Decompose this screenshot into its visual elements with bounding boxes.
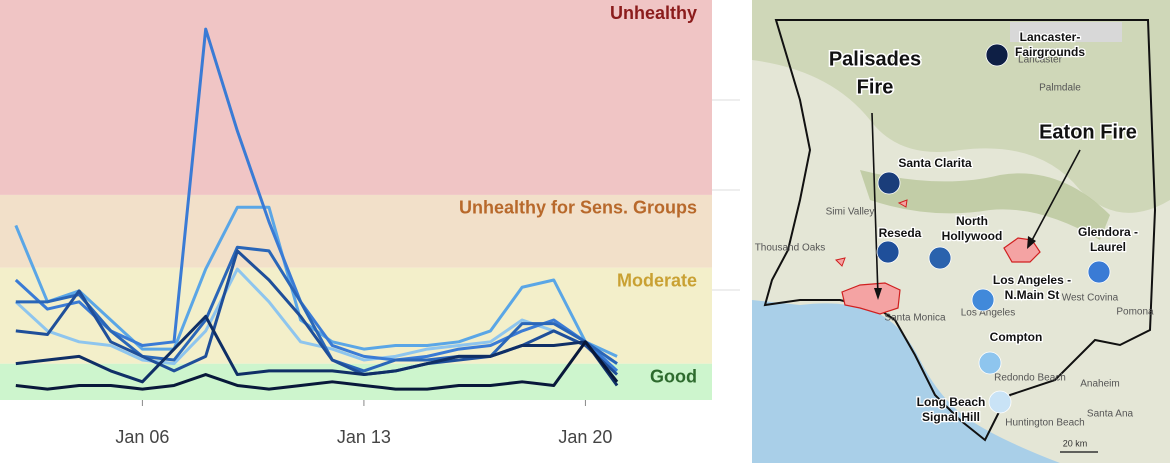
station-marker bbox=[877, 171, 901, 195]
station-label: Fairgrounds bbox=[1015, 45, 1085, 59]
station-marker bbox=[978, 351, 1002, 375]
fire-label: Eaton Fire bbox=[1039, 121, 1137, 143]
station-label: N.Main St bbox=[1005, 288, 1060, 302]
station-marker bbox=[985, 43, 1009, 67]
place-label: Redondo Beach bbox=[994, 373, 1066, 384]
series-line bbox=[15, 314, 619, 387]
fire-pointer bbox=[1029, 149, 1081, 245]
band-label: Good bbox=[650, 366, 697, 386]
place-label: Los Angeles bbox=[961, 308, 1016, 319]
chart: Good Moderate Unhealthy for Sens. Groups Un… bbox=[0, 0, 740, 447]
station-label: Reseda bbox=[879, 226, 922, 240]
fire-area bbox=[835, 199, 908, 267]
x-tick-label: Jan 20 bbox=[558, 427, 612, 447]
station-label: Compton bbox=[990, 330, 1043, 344]
series-line bbox=[15, 340, 619, 391]
x-tick-label: Jan 13 bbox=[337, 427, 391, 447]
ocean bbox=[752, 300, 1060, 463]
aqi-band bbox=[0, 0, 712, 195]
station-label: Laurel bbox=[1090, 240, 1126, 254]
station-marker bbox=[971, 288, 995, 312]
map-inset bbox=[1010, 22, 1122, 42]
place-label: Lancaster bbox=[1018, 55, 1063, 66]
mountains bbox=[752, 0, 1170, 213]
aqi-band bbox=[0, 194, 712, 268]
map: Lancaster Palmdale Simi Valley Thousand Oak… bbox=[752, 0, 1170, 463]
place-label: Santa Ana bbox=[1087, 409, 1134, 420]
series-line bbox=[14, 267, 618, 366]
station-label: Santa Clarita bbox=[898, 156, 972, 170]
palisades-fire-area bbox=[841, 282, 901, 315]
place-label: Palmdale bbox=[1039, 83, 1081, 94]
station-label: Hollywood bbox=[942, 229, 1003, 243]
county-boundary bbox=[763, 19, 1157, 442]
place-label: Santa Monica bbox=[884, 313, 946, 324]
place-label: Simi Valley bbox=[826, 207, 875, 218]
place-label: Huntington Beach bbox=[1005, 418, 1085, 429]
plot-area bbox=[0, 0, 712, 400]
fire-pointer bbox=[871, 112, 879, 297]
scale-label: 20 km bbox=[1063, 438, 1088, 448]
series-line bbox=[15, 245, 618, 373]
station-marker bbox=[988, 390, 1012, 414]
station-label: Glendora - bbox=[1078, 225, 1138, 239]
station-label: Long Beach bbox=[917, 395, 986, 409]
station-marker bbox=[876, 240, 900, 264]
station-label: North bbox=[956, 214, 988, 228]
band-label: Moderate bbox=[617, 270, 697, 290]
arrow-head bbox=[874, 288, 882, 300]
station-marker bbox=[928, 246, 952, 270]
fire-label: Palisades bbox=[829, 48, 921, 70]
band-label: Unhealthy for Sens. Groups bbox=[459, 198, 697, 218]
fire-label: Fire bbox=[857, 76, 894, 98]
station-label: Los Angeles - bbox=[993, 273, 1071, 287]
place-label: Thousand Oaks bbox=[755, 243, 826, 254]
station-marker bbox=[1087, 260, 1111, 284]
x-tick-label: Jan 06 bbox=[115, 427, 169, 447]
arrow-head bbox=[1027, 236, 1036, 249]
place-label: West Covina bbox=[1062, 293, 1119, 304]
place-label: Pomona bbox=[1116, 307, 1154, 318]
station-label: Signal Hill bbox=[922, 410, 980, 424]
mountains bbox=[860, 170, 1110, 240]
place-label: Anaheim bbox=[1080, 379, 1119, 390]
band-label: Unhealthy bbox=[610, 3, 697, 23]
station-label: Lancaster- bbox=[1020, 30, 1081, 44]
